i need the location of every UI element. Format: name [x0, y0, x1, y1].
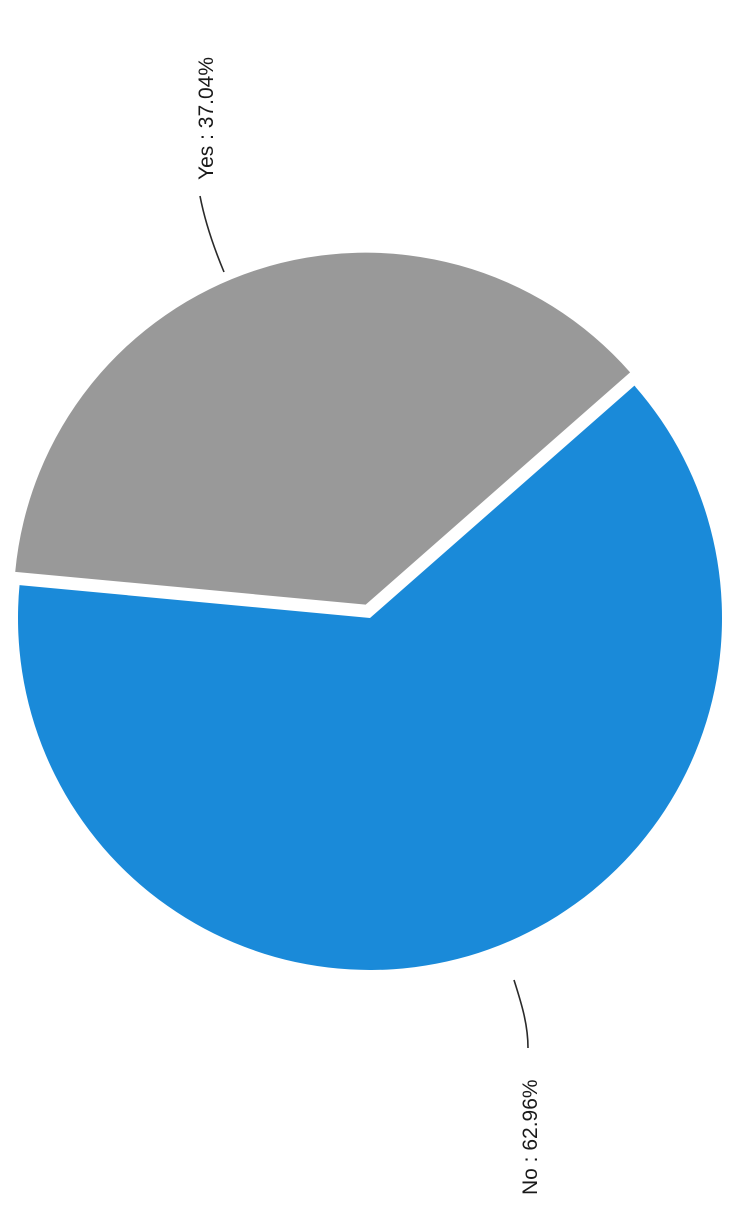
- pie-leader-lines: [199, 195, 529, 1049]
- leader-line-no: [513, 979, 529, 1049]
- pie-slice-yes: [15, 252, 631, 605]
- pie-slice-no: [17, 385, 722, 971]
- slice-label-yes: Yes : 37.04%: [195, 57, 218, 180]
- pie-slices: [15, 252, 722, 971]
- pie-labels: Yes : 37.04% No : 62.96%: [195, 57, 542, 1195]
- slice-label-no: No : 62.96%: [519, 1079, 542, 1195]
- leader-line-yes: [199, 195, 225, 273]
